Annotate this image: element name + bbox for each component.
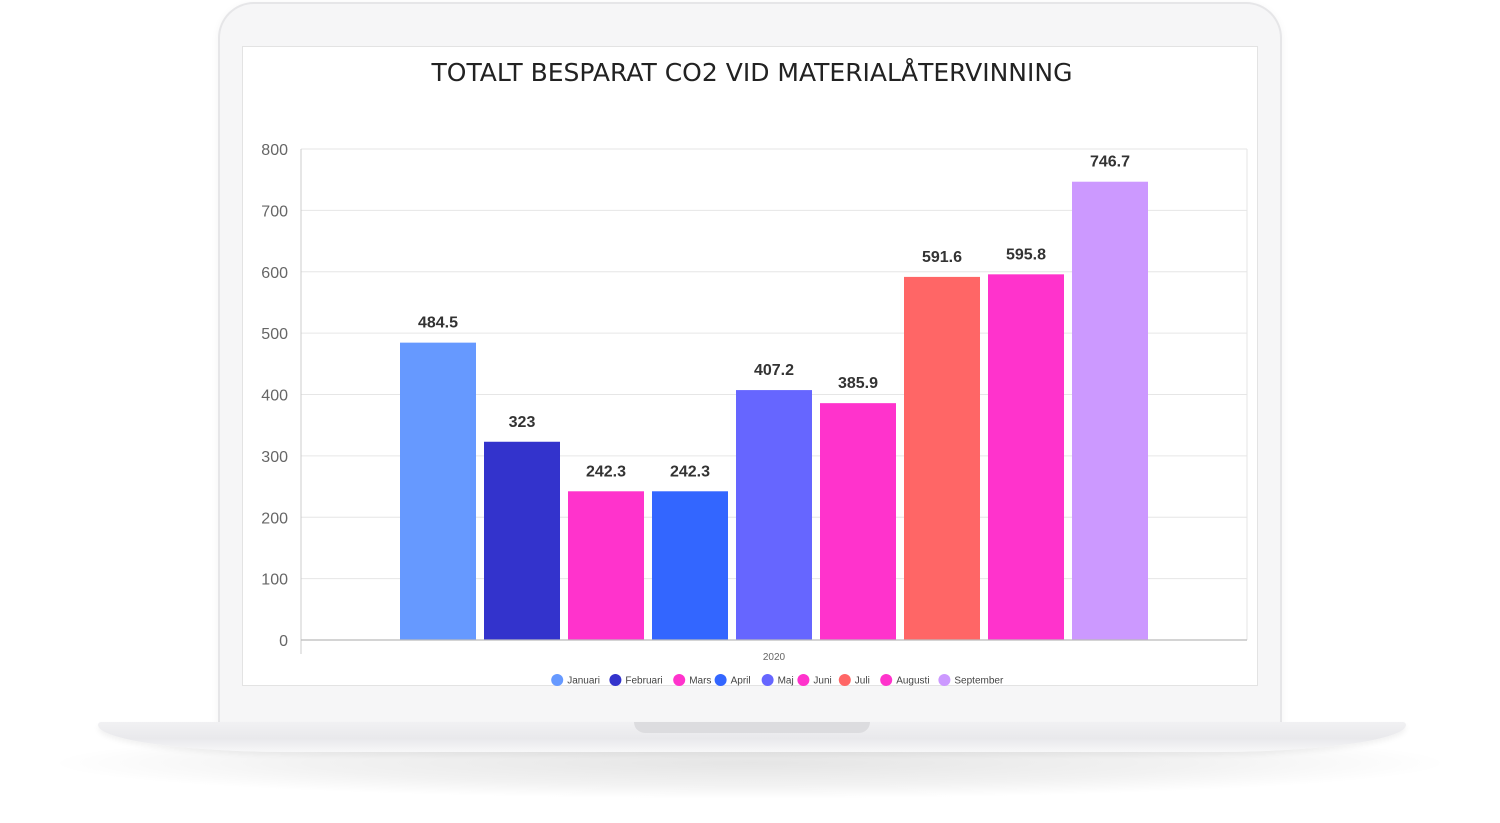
y-tick-label: 300: [261, 449, 288, 466]
chart-bars: [400, 181, 1148, 640]
legend-item-september[interactable]: September: [938, 674, 1004, 687]
legend-label: Maj: [778, 676, 794, 687]
legend-label: Juli: [855, 676, 870, 687]
data-label-september: 746.7: [1090, 154, 1130, 171]
legend-item-maj[interactable]: Maj: [761, 674, 794, 687]
legend-swatch: [761, 674, 774, 686]
bar-mars[interactable]: [568, 491, 644, 640]
legend-swatch: [880, 674, 893, 686]
data-label-april: 242.3: [670, 463, 710, 480]
legend-label: September: [954, 676, 1004, 687]
legend-item-augusti[interactable]: Augusti: [880, 674, 930, 687]
legend-swatch: [938, 674, 951, 686]
data-label-februari: 323: [509, 414, 536, 431]
y-tick-label: 0: [279, 633, 288, 650]
legend-label: Mars: [689, 676, 711, 687]
legend-label: Augusti: [896, 676, 929, 687]
bar-januari[interactable]: [400, 342, 476, 640]
legend-swatch: [797, 674, 810, 686]
x-category-label: 2020: [763, 652, 786, 663]
legend-swatch: [609, 674, 622, 686]
y-tick-label: 700: [261, 203, 288, 220]
legend-label: Januari: [567, 676, 600, 687]
y-tick-label: 400: [261, 388, 288, 405]
bar-september[interactable]: [1072, 181, 1148, 640]
bar-februari[interactable]: [484, 441, 560, 640]
data-label-augusti: 595.8: [1006, 246, 1046, 263]
legend-item-april[interactable]: April: [714, 674, 751, 687]
laptop-base-notch: [634, 722, 870, 733]
legend-item-juni[interactable]: Juni: [797, 674, 832, 687]
legend-item-februari[interactable]: Februari: [609, 674, 663, 687]
legend-label: Februari: [625, 676, 662, 687]
legend-swatch: [714, 674, 727, 686]
y-tick-label: 500: [261, 326, 288, 343]
y-tick-label: 100: [261, 572, 288, 589]
legend-label: Juni: [813, 676, 831, 687]
legend-swatch: [673, 674, 686, 686]
bar-juli[interactable]: [904, 276, 980, 640]
data-label-juli: 591.6: [922, 249, 962, 266]
y-tick-label: 800: [261, 142, 288, 159]
legend-item-juli[interactable]: Juli: [838, 674, 870, 687]
legend-swatch: [838, 674, 851, 686]
y-axis: 0 100 200 300 400 500 600 700 800: [261, 142, 302, 654]
bar-maj[interactable]: [736, 390, 812, 640]
bar-juni[interactable]: [820, 403, 896, 640]
bar-april[interactable]: [652, 491, 728, 640]
legend-label: April: [731, 676, 751, 687]
data-labels: 484.5 323 242.3 242.3 407.2 385.9 591.6 595.8 74…: [418, 154, 1130, 481]
data-label-juni: 385.9: [838, 375, 878, 392]
data-label-mars: 242.3: [586, 463, 626, 480]
bar-augusti[interactable]: [988, 274, 1064, 640]
data-label-maj: 407.2: [754, 362, 794, 379]
x-axis: 2020: [301, 639, 1247, 663]
chart-legend: Januari Februari Mars April Maj Juni Juli Augus…: [551, 674, 1004, 687]
y-tick-label: 600: [261, 265, 288, 282]
legend-swatch: [551, 674, 564, 686]
chart-title: TOTALT BESPARAT CO2 VID MATERIALÅTERVINN…: [431, 58, 1073, 87]
legend-item-januari[interactable]: Januari: [551, 674, 600, 687]
data-label-januari: 484.5: [418, 315, 458, 332]
legend-item-mars[interactable]: Mars: [673, 674, 711, 687]
y-tick-label: 200: [261, 510, 288, 527]
